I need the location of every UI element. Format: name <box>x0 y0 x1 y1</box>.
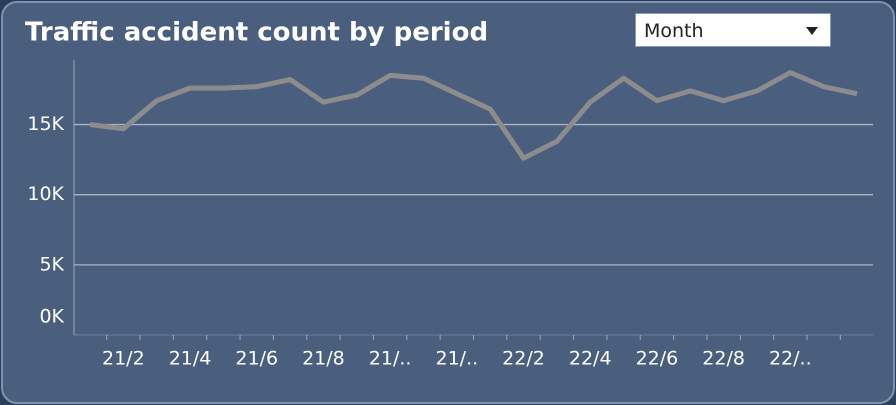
x-tick-label: 21/.. <box>435 348 478 370</box>
x-tick-label: 21/.. <box>369 348 412 370</box>
dropdown-value: Month <box>644 20 704 42</box>
chart: Traffic accident count by period 0K 5K 10K… <box>25 18 873 370</box>
y-tick-label: 0K <box>39 306 64 328</box>
data-line <box>89 70 858 161</box>
x-tick-label: 22/8 <box>702 348 745 370</box>
dropdown-arrow <box>806 27 818 35</box>
x-tick-label: 21/6 <box>235 348 278 370</box>
x-tick-label: 22/4 <box>569 348 612 370</box>
y-tick-label: 10K <box>27 183 64 205</box>
x-tick-label: 21/4 <box>169 348 212 370</box>
period-dropdown[interactable]: Month <box>635 13 831 47</box>
y-tick-label: 5K <box>39 253 64 275</box>
x-tick-label: 21/8 <box>302 348 345 370</box>
x-tick-label: 22/.. <box>769 348 812 370</box>
x-tick-label: 22/6 <box>636 348 679 370</box>
x-tick-label: 21/2 <box>102 348 145 370</box>
chart-title: Traffic accident count by period <box>25 18 488 48</box>
y-tick-label: 15K <box>27 113 64 135</box>
x-tick-label: 22/2 <box>502 348 545 370</box>
